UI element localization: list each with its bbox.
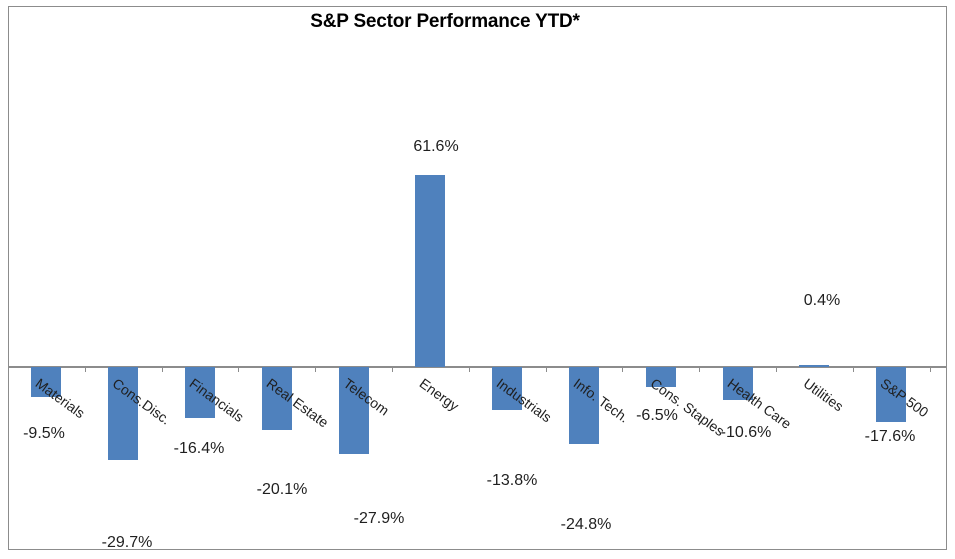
- value-label-energy: 61.6%: [413, 138, 459, 155]
- x-axis-tick: [392, 368, 393, 372]
- bar-telecom: [339, 367, 369, 454]
- x-axis-tick: [469, 368, 470, 372]
- chart-frame: [8, 6, 947, 550]
- x-axis-tick: [85, 368, 86, 372]
- bar-cons-disc: [108, 367, 138, 460]
- value-label-materials: -9.5%: [23, 425, 65, 442]
- value-label-cons-disc: -29.7%: [101, 534, 153, 551]
- x-axis-tick: [162, 368, 163, 372]
- bar-real-estate: [262, 367, 292, 430]
- bar-energy: [415, 175, 445, 367]
- value-label-industrials: -13.8%: [486, 472, 538, 489]
- bar-materials: [31, 367, 61, 397]
- x-axis-tick: [238, 368, 239, 372]
- x-axis-tick: [315, 368, 316, 372]
- chart-title: S&P Sector Performance YTD*: [310, 11, 580, 32]
- value-label-health-care: -10.6%: [720, 424, 772, 441]
- x-axis-tick: [8, 368, 9, 372]
- bar-health-care: [723, 367, 753, 400]
- bar-industrials: [492, 367, 522, 410]
- x-axis-tick: [853, 368, 854, 372]
- bar-cons-staples: [646, 367, 676, 387]
- bar-utilities: [799, 365, 829, 367]
- value-label-financials: -16.4%: [173, 440, 225, 457]
- x-axis-tick: [776, 368, 777, 372]
- x-axis-tick: [930, 368, 931, 372]
- x-axis-line: [8, 366, 947, 368]
- value-label-info-tech: -24.8%: [560, 516, 612, 533]
- bar-financials: [185, 367, 215, 418]
- value-label-s-p-500: -17.6%: [864, 428, 916, 445]
- value-label-real-estate: -20.1%: [256, 481, 308, 498]
- x-axis-tick: [622, 368, 623, 372]
- value-label-telecom: -27.9%: [353, 510, 405, 527]
- x-axis-tick: [699, 368, 700, 372]
- bar-s-p-500: [876, 367, 906, 422]
- value-label-cons-staples: -6.5%: [636, 407, 678, 424]
- x-axis-tick: [546, 368, 547, 372]
- value-label-utilities: 0.4%: [803, 292, 841, 309]
- bar-info-tech: [569, 367, 599, 444]
